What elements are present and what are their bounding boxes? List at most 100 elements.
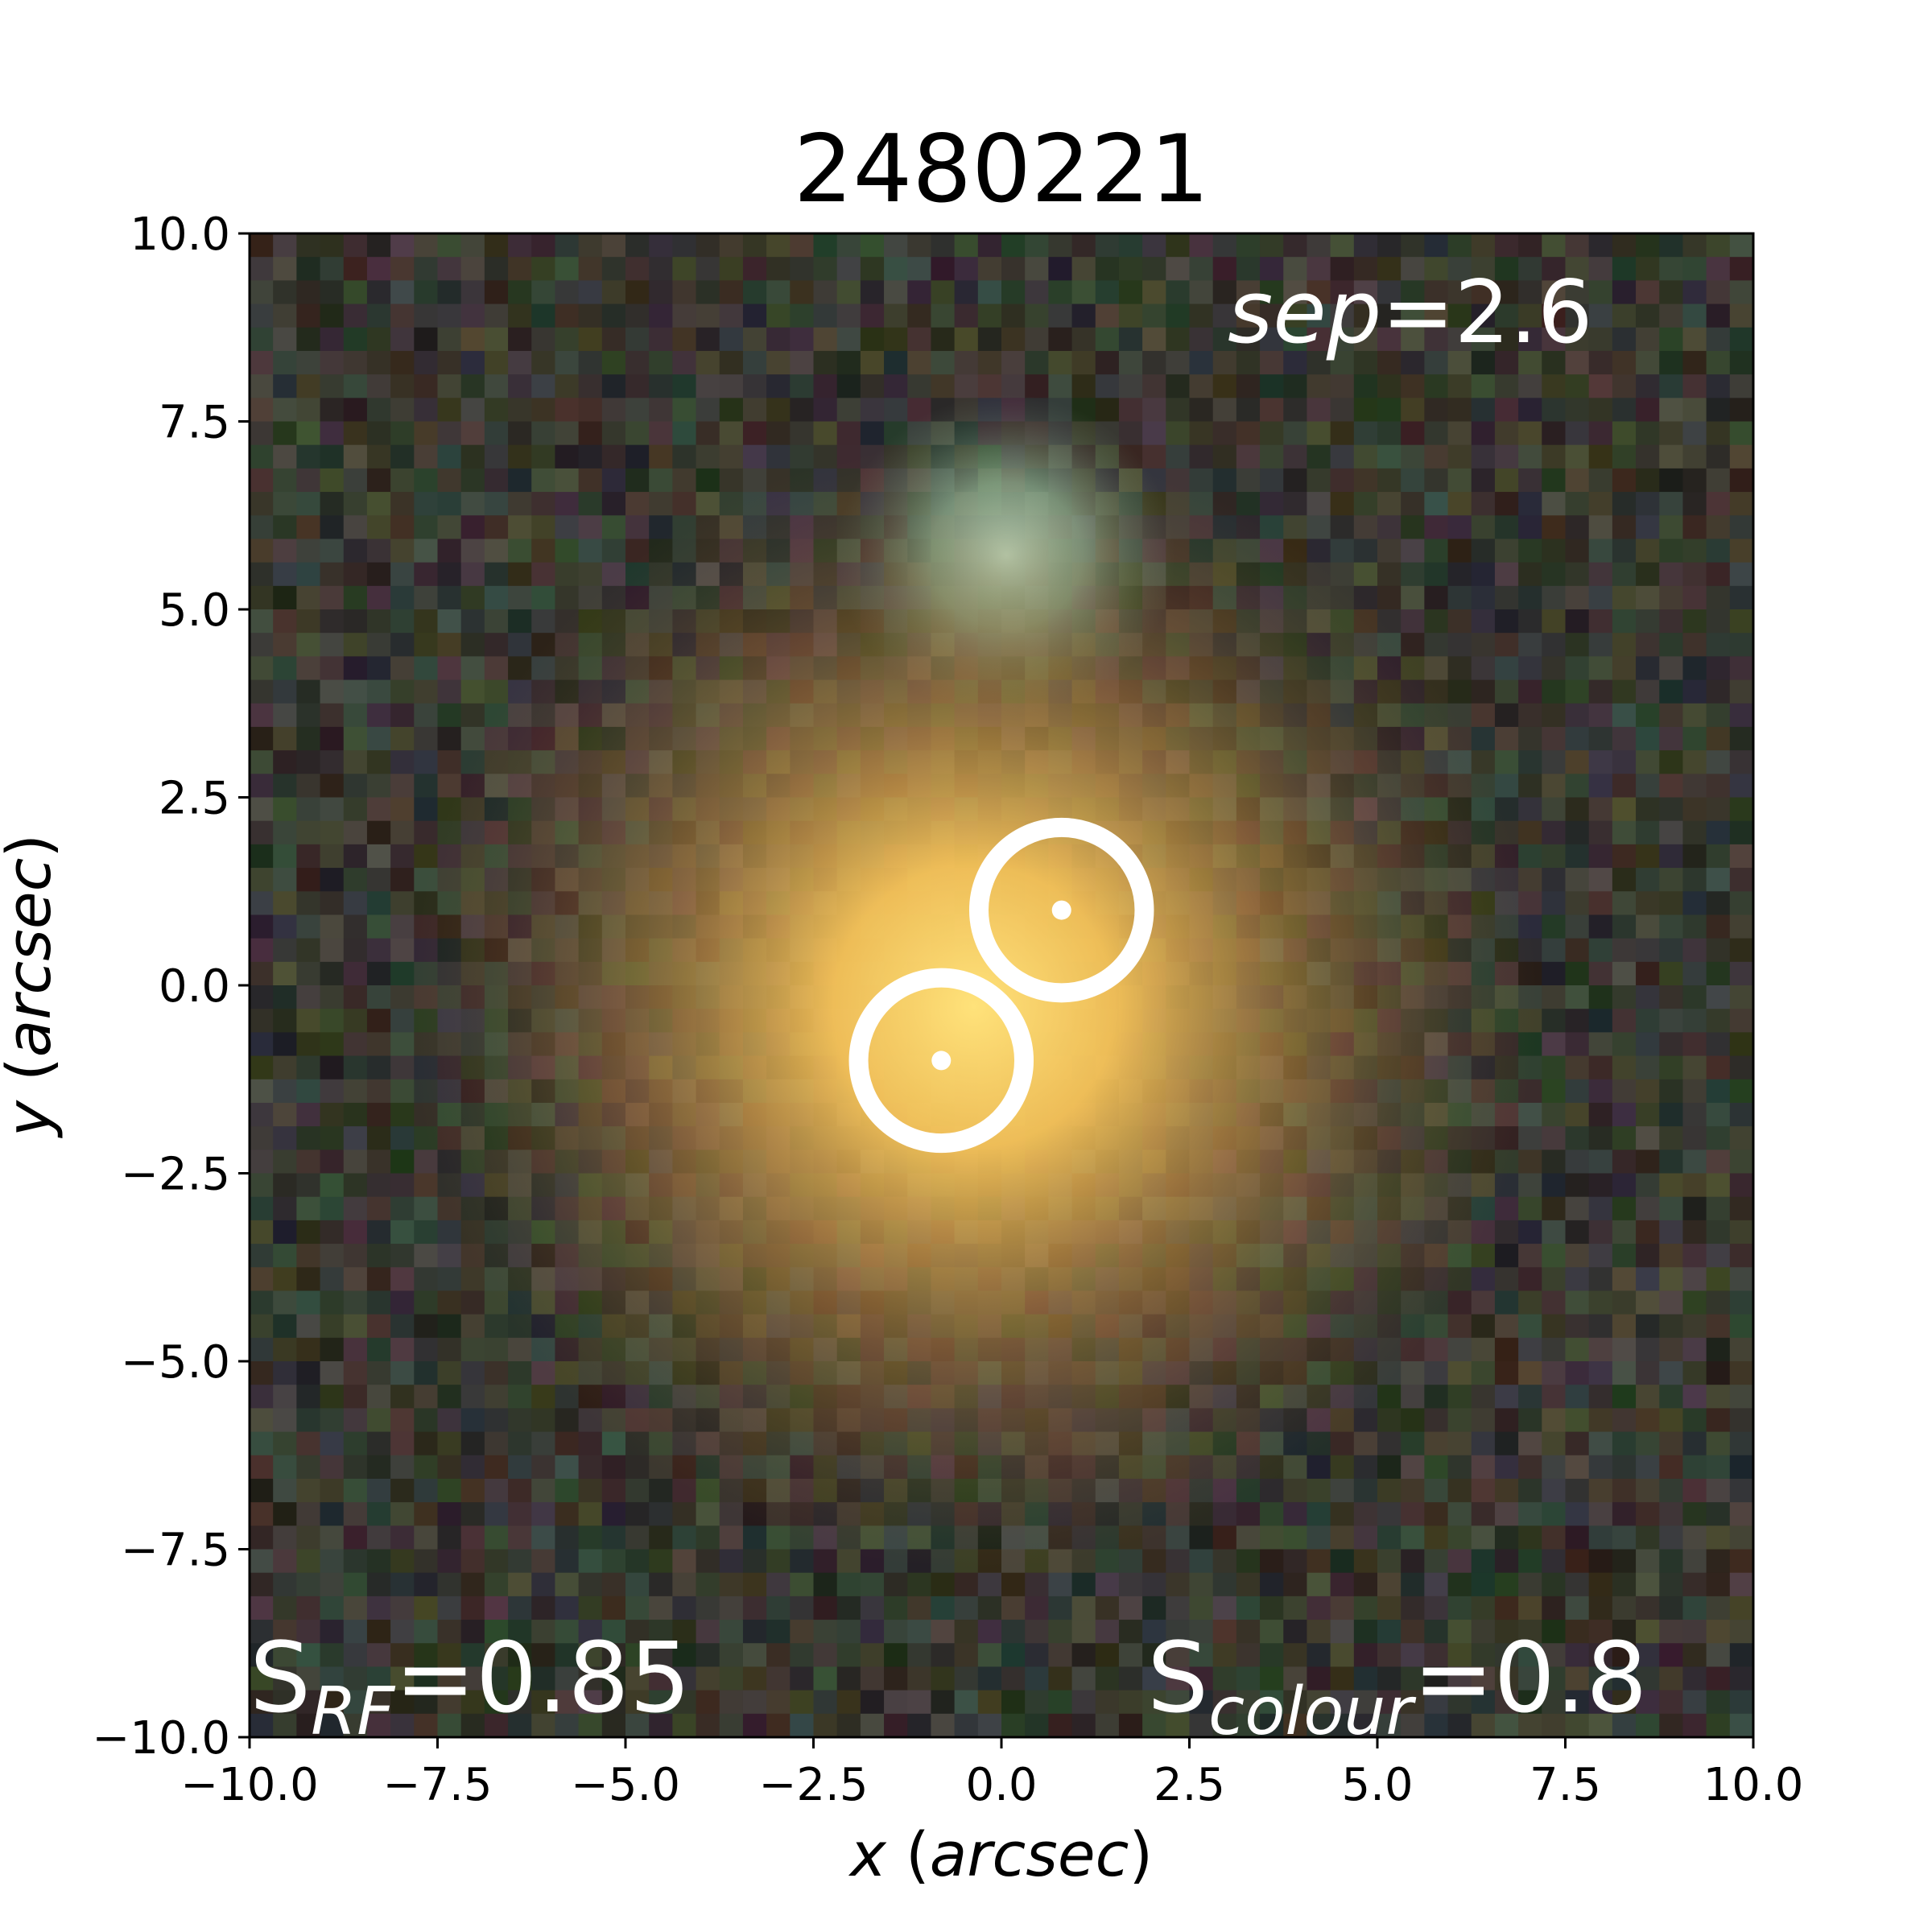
noise-pixel	[414, 1502, 438, 1526]
noise-pixel	[1542, 1713, 1566, 1737]
noise-pixel	[1682, 914, 1707, 939]
noise-pixel	[296, 1126, 321, 1150]
noise-pixel	[390, 1244, 415, 1268]
noise-pixel	[484, 562, 509, 587]
noise-pixel	[1048, 1620, 1073, 1644]
noise-pixel	[578, 1713, 603, 1737]
noise-pixel	[1706, 1314, 1731, 1339]
noise-pixel	[578, 398, 603, 422]
noise-pixel	[1542, 891, 1566, 915]
noise-pixel	[250, 1431, 274, 1456]
noise-pixel	[1588, 1126, 1613, 1150]
noise-pixel	[437, 750, 462, 774]
noise-pixel	[672, 421, 697, 446]
noise-pixel	[1518, 539, 1542, 564]
noise-pixel	[414, 421, 438, 446]
noise-pixel	[343, 468, 368, 493]
noise-pixel	[1260, 1596, 1284, 1620]
noise-pixel	[1518, 1549, 1542, 1574]
noise-pixel	[1706, 350, 1731, 375]
noise-pixel	[531, 515, 555, 539]
noise-pixel	[1236, 1596, 1261, 1620]
noise-pixel	[390, 1173, 415, 1198]
noise-pixel	[1682, 609, 1707, 634]
noise-pixel	[766, 1690, 791, 1715]
noise-pixel	[1236, 421, 1261, 446]
noise-pixel	[1307, 1502, 1331, 1526]
noise-pixel	[250, 1596, 274, 1620]
noise-pixel	[1118, 1643, 1143, 1667]
noise-pixel	[1682, 868, 1707, 892]
noise-pixel	[366, 468, 391, 493]
noise-pixel	[1494, 679, 1519, 704]
noise-pixel	[460, 303, 485, 328]
noise-pixel	[366, 797, 391, 822]
noise-pixel	[437, 585, 462, 610]
noise-pixel	[1401, 1408, 1425, 1433]
noise-pixel	[977, 303, 1002, 328]
noise-pixel	[1706, 1596, 1731, 1620]
noise-pixel	[343, 1620, 368, 1644]
noise-pixel	[1471, 1549, 1496, 1574]
sep-label: sep	[1228, 262, 1381, 363]
noise-pixel	[1706, 539, 1731, 564]
noise-pixel	[1636, 1267, 1660, 1291]
noise-pixel	[273, 1314, 297, 1339]
noise-pixel	[555, 303, 580, 328]
noise-pixel	[531, 1596, 555, 1620]
noise-pixel	[390, 444, 415, 469]
noise-pixel	[1471, 327, 1496, 352]
x-tick-label: 0.0	[965, 1759, 1037, 1811]
noise-pixel	[414, 233, 438, 258]
noise-pixel	[460, 1361, 485, 1385]
noise-pixel	[1682, 938, 1707, 963]
noise-pixel	[1424, 303, 1449, 328]
noise-pixel	[437, 1267, 462, 1291]
noise-pixel	[1612, 539, 1637, 564]
noise-pixel	[1260, 1620, 1284, 1644]
noise-pixel	[1071, 350, 1096, 375]
noise-pixel	[366, 1666, 391, 1691]
noise-pixel	[696, 233, 720, 258]
noise-pixel	[250, 1196, 274, 1221]
noise-pixel	[273, 539, 297, 564]
noise-pixel	[250, 844, 274, 869]
noise-pixel	[1494, 374, 1519, 398]
noise-pixel	[1659, 985, 1683, 1009]
noise-pixel	[250, 280, 274, 305]
noise-pixel	[625, 1620, 650, 1644]
noise-pixel	[250, 1361, 274, 1385]
noise-pixel	[460, 703, 485, 728]
noise-pixel	[1636, 1643, 1660, 1667]
noise-pixel	[1424, 1525, 1449, 1550]
noise-pixel	[601, 1572, 626, 1597]
noise-pixel	[1166, 280, 1190, 305]
noise-pixel	[719, 303, 744, 328]
noise-pixel	[437, 1361, 462, 1385]
noise-pixel	[1447, 1361, 1472, 1385]
noise-pixel	[366, 656, 391, 681]
noise-pixel	[296, 1385, 321, 1409]
noise-pixel	[343, 374, 368, 398]
noise-pixel	[366, 891, 391, 915]
s-rf-symbol: S	[250, 1623, 311, 1735]
noise-pixel	[1682, 703, 1707, 728]
noise-pixel	[1095, 1620, 1120, 1644]
noise-pixel	[1166, 1690, 1190, 1715]
noise-pixel	[1542, 1102, 1566, 1127]
noise-pixel	[1636, 257, 1660, 281]
noise-pixel	[296, 562, 321, 587]
noise-pixel	[1307, 1690, 1331, 1715]
noise-pixel	[437, 633, 462, 657]
noise-pixel	[1236, 1713, 1261, 1737]
noise-pixel	[1447, 539, 1472, 564]
noise-pixel	[1424, 1361, 1449, 1385]
noise-pixel	[1518, 1620, 1542, 1644]
noise-pixel	[1612, 1079, 1637, 1104]
noise-pixel	[1729, 1620, 1753, 1644]
noise-pixel	[296, 1666, 321, 1691]
noise-pixel	[1118, 327, 1143, 352]
noise-pixel	[343, 1431, 368, 1456]
noise-pixel	[1001, 1620, 1026, 1644]
noise-pixel	[1518, 1267, 1542, 1291]
